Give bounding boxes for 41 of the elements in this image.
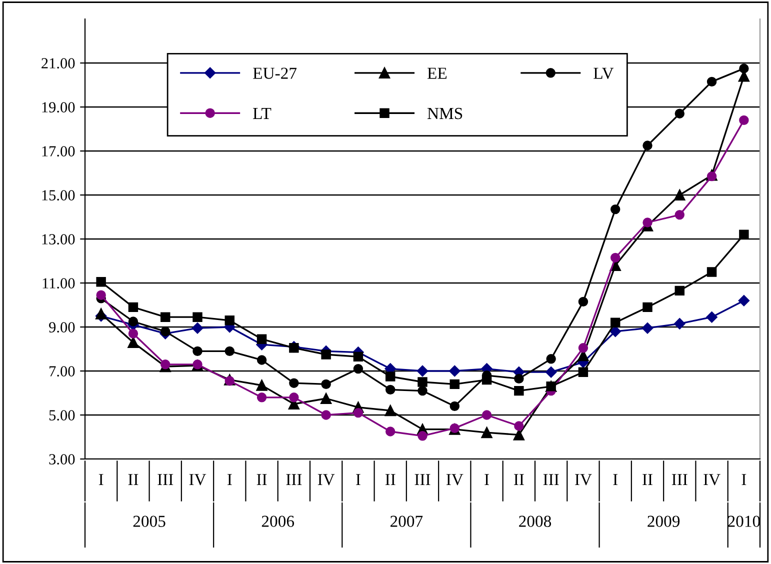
y-tick-label: 5.00 (49, 410, 75, 421)
x-tick-label: IV (189, 474, 206, 486)
x-tick-label: II (256, 474, 267, 486)
text: 2007 (390, 516, 423, 527)
y-tick-label: 19.00 (42, 102, 75, 113)
legend-label: NMS (427, 108, 462, 120)
x-tick-label: III (414, 474, 430, 486)
legend-label: LV (594, 68, 614, 79)
y-tick-label: 13.00 (42, 234, 75, 245)
y-tick-label: 3.00 (49, 454, 75, 465)
x-tick-label: I (98, 474, 104, 486)
x-tick-label: II (642, 474, 652, 486)
legend-label: EU-27 (253, 68, 297, 79)
x-tick-label: I (484, 474, 489, 486)
legend-label: LT (253, 108, 272, 119)
x-tick-label: III (286, 474, 302, 486)
x-tick-label: I (613, 474, 618, 486)
x-tick-label: I (227, 474, 232, 486)
y-tick-label: 15.00 (42, 190, 75, 201)
x-tick-label: IV (704, 474, 720, 486)
x-tick-label: IV (318, 474, 335, 486)
y-tick-label: 9.00 (49, 322, 75, 333)
y-tick-label: 17.00 (42, 146, 75, 157)
y-tick-label: 21.00 (42, 58, 75, 69)
x-tick-label: I (742, 474, 746, 486)
text: 2008 (519, 516, 552, 527)
x-tick-label: IV (575, 474, 592, 486)
x-tick-label: II (385, 474, 396, 486)
x-tick-label: IV (446, 474, 464, 486)
text: 2005 (133, 516, 166, 527)
x-tick-label: III (672, 474, 688, 486)
x-tick-label: II (128, 474, 138, 486)
text: 2006 (262, 516, 294, 527)
x-tick-label: III (158, 474, 174, 486)
x-tick-label: III (543, 474, 559, 486)
y-tick-label: 7.00 (50, 366, 75, 377)
y-tick-label: 11.00 (42, 278, 75, 289)
x-tick-label: II (514, 474, 524, 486)
x-tick-label: I (356, 474, 360, 486)
legend-label: EE (427, 68, 447, 79)
text: 2009 (648, 516, 680, 527)
